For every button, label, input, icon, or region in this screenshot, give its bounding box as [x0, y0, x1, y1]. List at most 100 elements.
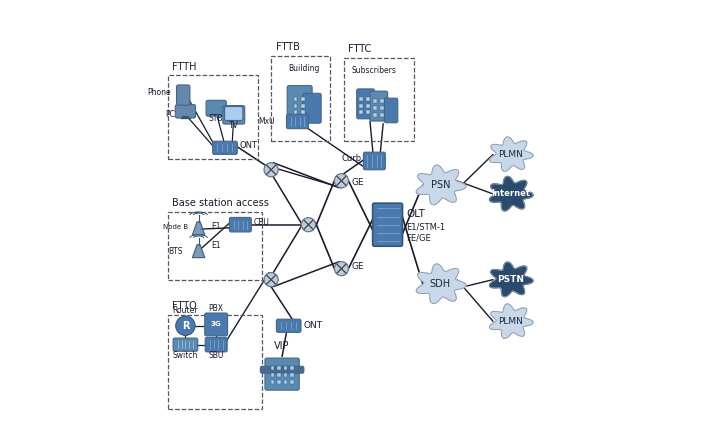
- Text: Phone: Phone: [147, 89, 171, 97]
- Circle shape: [176, 316, 195, 336]
- Text: PSTN: PSTN: [497, 275, 524, 284]
- Text: PBX: PBX: [209, 304, 224, 313]
- Text: R: R: [182, 321, 189, 331]
- FancyBboxPatch shape: [223, 105, 245, 124]
- Text: FTTB: FTTB: [276, 42, 299, 52]
- Circle shape: [335, 262, 348, 275]
- FancyBboxPatch shape: [271, 380, 274, 384]
- FancyBboxPatch shape: [373, 203, 403, 246]
- FancyBboxPatch shape: [373, 99, 376, 103]
- FancyBboxPatch shape: [290, 380, 294, 384]
- Text: MxU: MxU: [258, 117, 274, 126]
- FancyBboxPatch shape: [205, 337, 227, 352]
- Text: Subscribers: Subscribers: [352, 66, 397, 75]
- FancyBboxPatch shape: [380, 113, 383, 117]
- Polygon shape: [192, 245, 205, 258]
- FancyBboxPatch shape: [271, 373, 274, 377]
- Text: E1: E1: [211, 241, 221, 250]
- FancyBboxPatch shape: [363, 152, 386, 170]
- Circle shape: [264, 273, 278, 287]
- Text: FE/GE: FE/GE: [406, 233, 431, 243]
- Text: Switch: Switch: [173, 351, 198, 360]
- Circle shape: [302, 218, 315, 232]
- FancyBboxPatch shape: [286, 114, 309, 129]
- FancyBboxPatch shape: [229, 218, 251, 232]
- Text: SBU: SBU: [208, 351, 224, 360]
- Polygon shape: [416, 264, 466, 303]
- FancyBboxPatch shape: [213, 141, 237, 154]
- FancyBboxPatch shape: [284, 380, 287, 384]
- FancyBboxPatch shape: [301, 104, 304, 108]
- Text: E1: E1: [211, 222, 221, 231]
- Text: E1/STM-1: E1/STM-1: [406, 222, 445, 231]
- Text: PC: PC: [165, 110, 175, 119]
- FancyBboxPatch shape: [366, 104, 370, 108]
- Text: GE: GE: [351, 262, 364, 271]
- FancyBboxPatch shape: [357, 89, 375, 119]
- Text: VIP: VIP: [274, 341, 290, 351]
- FancyBboxPatch shape: [277, 380, 281, 384]
- Text: Internet: Internet: [491, 190, 530, 198]
- Text: GE: GE: [351, 178, 364, 187]
- Text: Node B: Node B: [163, 224, 188, 230]
- FancyBboxPatch shape: [370, 91, 388, 121]
- FancyBboxPatch shape: [206, 100, 226, 116]
- FancyBboxPatch shape: [366, 97, 370, 101]
- Text: Curb: Curb: [341, 154, 361, 163]
- FancyBboxPatch shape: [261, 366, 304, 373]
- Text: BTS: BTS: [168, 247, 182, 255]
- Text: FTTC: FTTC: [348, 44, 371, 54]
- FancyBboxPatch shape: [371, 96, 385, 121]
- Text: 3G: 3G: [211, 321, 221, 328]
- Polygon shape: [192, 222, 205, 235]
- FancyBboxPatch shape: [276, 319, 301, 332]
- FancyBboxPatch shape: [287, 85, 312, 122]
- Circle shape: [264, 163, 278, 177]
- Text: FTTH: FTTH: [172, 62, 197, 72]
- Polygon shape: [490, 137, 533, 171]
- Circle shape: [335, 174, 348, 188]
- Text: CBU: CBU: [253, 218, 269, 227]
- FancyBboxPatch shape: [290, 373, 294, 377]
- FancyBboxPatch shape: [205, 313, 228, 336]
- Text: OLT: OLT: [406, 209, 425, 218]
- FancyBboxPatch shape: [373, 106, 376, 110]
- FancyBboxPatch shape: [366, 110, 370, 114]
- FancyBboxPatch shape: [284, 373, 287, 377]
- FancyBboxPatch shape: [360, 110, 363, 114]
- Text: Building: Building: [289, 64, 320, 73]
- Text: STB: STB: [209, 114, 223, 123]
- Text: PLMN: PLMN: [498, 317, 523, 326]
- FancyBboxPatch shape: [284, 366, 287, 370]
- FancyBboxPatch shape: [294, 104, 297, 108]
- FancyBboxPatch shape: [173, 338, 197, 351]
- FancyBboxPatch shape: [177, 85, 190, 105]
- FancyBboxPatch shape: [290, 366, 294, 370]
- FancyBboxPatch shape: [360, 104, 363, 108]
- FancyBboxPatch shape: [294, 110, 297, 114]
- Polygon shape: [416, 165, 466, 205]
- FancyBboxPatch shape: [271, 366, 274, 370]
- FancyBboxPatch shape: [380, 106, 383, 110]
- FancyBboxPatch shape: [301, 97, 304, 101]
- FancyBboxPatch shape: [175, 105, 195, 118]
- FancyBboxPatch shape: [384, 98, 398, 123]
- FancyBboxPatch shape: [225, 106, 243, 121]
- Text: TV: TV: [229, 121, 238, 130]
- Text: ONT: ONT: [240, 141, 258, 150]
- Text: Base station access: Base station access: [172, 198, 269, 208]
- FancyBboxPatch shape: [360, 97, 363, 101]
- FancyBboxPatch shape: [301, 110, 304, 114]
- Polygon shape: [490, 304, 533, 338]
- FancyBboxPatch shape: [373, 113, 376, 117]
- Polygon shape: [490, 176, 533, 211]
- FancyBboxPatch shape: [303, 93, 321, 123]
- FancyBboxPatch shape: [265, 358, 299, 390]
- Text: PSN: PSN: [431, 180, 450, 190]
- FancyBboxPatch shape: [277, 366, 281, 370]
- FancyBboxPatch shape: [380, 99, 383, 103]
- Polygon shape: [490, 262, 533, 297]
- Text: SDH: SDH: [430, 279, 451, 289]
- Text: Router: Router: [172, 306, 198, 315]
- FancyBboxPatch shape: [277, 373, 281, 377]
